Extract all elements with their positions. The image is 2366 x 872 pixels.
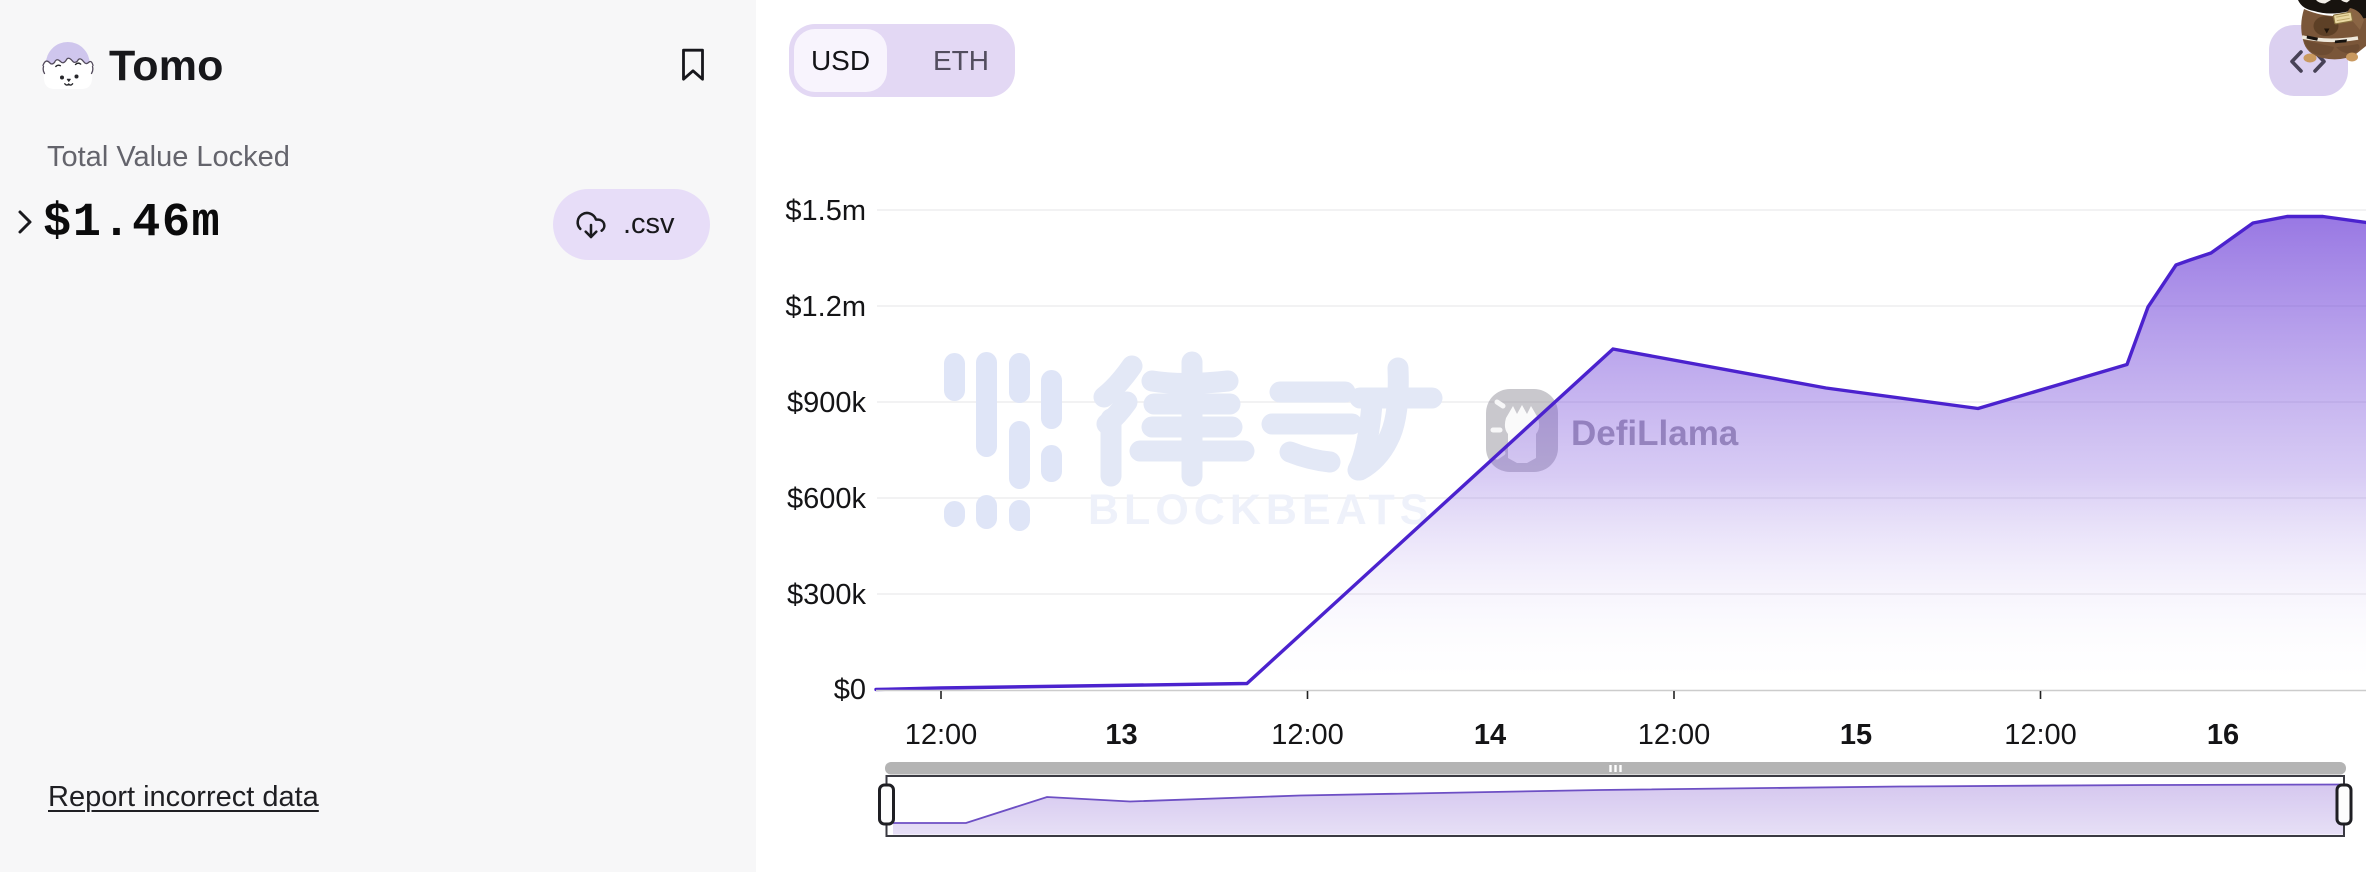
svg-text:$1.5m: $1.5m bbox=[785, 195, 866, 227]
svg-text:12:00: 12:00 bbox=[1271, 719, 1344, 751]
svg-text:12:00: 12:00 bbox=[905, 719, 978, 751]
svg-text:$900k: $900k bbox=[787, 387, 867, 419]
svg-text:$600k: $600k bbox=[787, 483, 867, 515]
svg-text:14: 14 bbox=[1474, 719, 1506, 751]
svg-text:12:00: 12:00 bbox=[1638, 719, 1711, 751]
svg-text:$300k: $300k bbox=[787, 579, 867, 611]
svg-text:12:00: 12:00 bbox=[2004, 719, 2077, 751]
svg-text:16: 16 bbox=[2207, 719, 2239, 751]
svg-text:$1.2m: $1.2m bbox=[785, 291, 866, 323]
svg-text:13: 13 bbox=[1105, 719, 1137, 751]
svg-text:$0: $0 bbox=[834, 674, 866, 706]
svg-text:15: 15 bbox=[1840, 719, 1872, 751]
svg-text:BLOCKBEATS: BLOCKBEATS bbox=[1088, 486, 1433, 534]
